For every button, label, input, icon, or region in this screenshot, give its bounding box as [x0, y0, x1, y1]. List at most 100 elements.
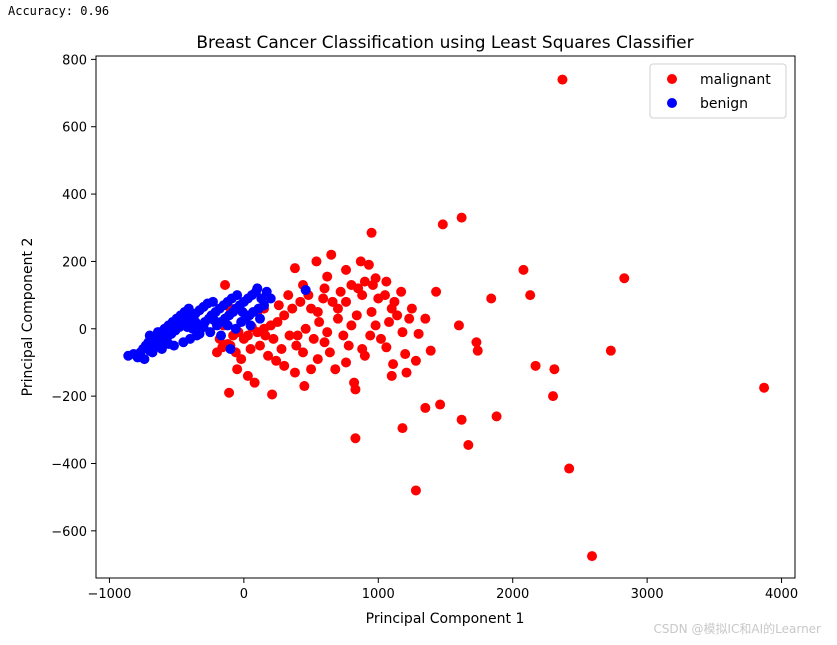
malignant-point: [283, 290, 294, 301]
malignant-point: [332, 303, 343, 314]
malignant-point: [491, 411, 502, 422]
malignant-point: [279, 310, 290, 321]
benign-point: [237, 306, 248, 317]
malignant-point: [224, 387, 235, 398]
malignant-point: [291, 340, 302, 351]
malignant-point: [359, 350, 370, 361]
malignant-point: [518, 264, 529, 275]
benign-point: [225, 343, 236, 354]
malignant-point: [292, 330, 303, 341]
y-tick-label: 800: [62, 53, 87, 68]
y-tick-label: 600: [62, 121, 87, 136]
malignant-point: [472, 345, 483, 356]
x-tick-label: 3000: [631, 587, 664, 602]
legend: malignant benign: [649, 63, 787, 119]
malignant-point: [355, 256, 366, 267]
malignant-point: [359, 276, 370, 287]
malignant-point: [350, 384, 361, 395]
chart-title: Breast Cancer Classification using Least…: [196, 33, 693, 53]
malignant-point: [388, 359, 399, 370]
y-tick-label: 0: [79, 323, 87, 338]
malignant-point: [312, 306, 323, 317]
x-axis-label: Principal Component 1: [366, 611, 525, 627]
malignant-point: [300, 323, 311, 334]
malignant-point: [525, 290, 536, 301]
legend-marker-benign: [667, 98, 677, 108]
y-tick-label: −600: [51, 525, 87, 540]
malignant-point: [236, 354, 247, 365]
malignant-point: [267, 389, 278, 400]
malignant-point: [319, 337, 330, 348]
malignant-point: [306, 364, 317, 375]
benign-point: [185, 333, 196, 344]
malignant-point: [381, 342, 392, 353]
malignant-point: [420, 313, 431, 324]
malignant-point: [413, 328, 424, 339]
malignant-point: [431, 286, 442, 297]
malignant-point: [276, 343, 287, 354]
malignant-point: [530, 360, 541, 371]
malignant-point: [273, 300, 284, 311]
malignant-point: [367, 280, 378, 291]
malignant-point: [410, 355, 421, 366]
benign-point: [245, 320, 256, 331]
x-tick-label: 4000: [765, 587, 798, 602]
benign-point: [232, 290, 243, 301]
malignant-point: [242, 370, 253, 381]
benign-point: [209, 315, 220, 326]
malignant-point: [386, 370, 397, 381]
legend-marker-malignant: [667, 74, 677, 84]
malignant-point: [557, 74, 568, 85]
malignant-point: [311, 256, 322, 267]
malignant-point: [406, 303, 417, 314]
benign-point: [144, 330, 155, 341]
malignant-point: [397, 327, 408, 338]
plot-frame: [95, 55, 796, 579]
malignant-point: [548, 391, 559, 402]
malignant-point: [456, 414, 467, 425]
malignant-point: [341, 296, 352, 307]
malignant-point: [335, 286, 346, 297]
malignant-point: [404, 313, 415, 324]
malignant-point: [456, 212, 467, 223]
malignant-point: [401, 367, 412, 378]
malignant-point: [220, 280, 231, 291]
benign-point: [300, 285, 311, 296]
malignant-point: [346, 320, 357, 331]
malignant-point: [396, 286, 407, 297]
malignant-point: [332, 313, 343, 324]
malignant-point: [435, 399, 446, 410]
malignant-point: [249, 377, 260, 388]
benign-point: [198, 322, 209, 333]
malignant-point: [343, 340, 354, 351]
malignant-point: [284, 330, 295, 341]
malignant-point: [400, 349, 411, 360]
y-tick-label: 200: [62, 255, 87, 270]
malignant-point: [363, 259, 374, 270]
malignant-point: [366, 227, 377, 238]
legend-label-malignant: malignant: [700, 72, 771, 88]
malignant-point: [437, 219, 448, 230]
plot-area: [123, 74, 770, 562]
malignant-point: [366, 306, 377, 317]
benign-point: [190, 317, 201, 328]
malignant-point: [392, 310, 403, 321]
x-tick-label: 0: [240, 587, 248, 602]
malignant-point: [263, 350, 274, 361]
malignant-point: [254, 340, 265, 351]
malignant-point: [619, 273, 630, 284]
malignant-point: [279, 360, 290, 371]
benign-point: [222, 320, 233, 331]
malignant-point: [420, 402, 431, 413]
y-tick-label: 400: [62, 188, 87, 203]
malignant-point: [232, 364, 243, 375]
malignant-point: [312, 354, 323, 365]
malignant-point: [326, 249, 337, 260]
accuracy-output: Accuracy: 0.96: [8, 4, 110, 18]
malignant-point: [549, 364, 560, 375]
x-tick-label: 2000: [496, 587, 529, 602]
malignant-point: [564, 463, 575, 474]
x-tick-label: 1000: [362, 587, 395, 602]
benign-point: [182, 322, 193, 333]
